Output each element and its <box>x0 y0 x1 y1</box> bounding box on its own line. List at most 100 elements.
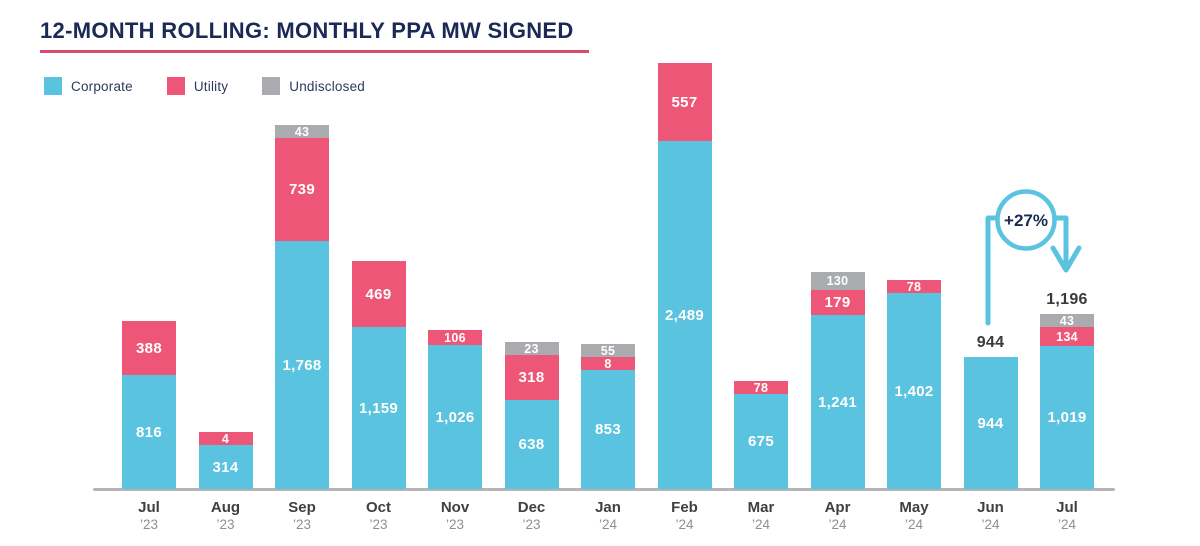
bar-segment-undisclosed: 55 <box>581 344 635 357</box>
segment-value-label: 130 <box>826 274 849 288</box>
bar-segment-utility: 78 <box>734 381 788 394</box>
bar-segment-undisclosed: 130 <box>810 272 865 290</box>
bar-segment-corporate: 2,489 <box>657 141 712 489</box>
legend-item-undisclosed: Undisclosed <box>262 77 365 95</box>
bar-segment-utility: 78 <box>887 280 941 293</box>
bar-segment-undisclosed: 43 <box>275 125 329 138</box>
segment-value-label: 179 <box>824 294 851 311</box>
segment-value-label: 469 <box>365 285 392 303</box>
utility-swatch-icon <box>166 77 185 95</box>
x-axis-year: ’23 <box>292 517 311 533</box>
segment-value-label: 1,019 <box>1047 409 1087 426</box>
x-axis-month: Aug <box>210 499 241 516</box>
segment-value-label: 1,241 <box>817 393 858 411</box>
x-axis-year: ’24 <box>675 517 694 533</box>
segment-value-label: 55 <box>600 344 616 357</box>
x-axis-label: Aug ’23 <box>188 499 264 533</box>
x-axis-label: Mar ’24 <box>723 499 799 533</box>
annotation-circle <box>995 189 1057 251</box>
bar-total-label: 1,196 <box>1046 291 1088 308</box>
segment-value-label: 4 <box>221 432 230 445</box>
x-axis-year: ’23 <box>522 517 541 533</box>
corporate-swatch-icon <box>44 77 62 95</box>
x-axis-label: Jul ’24 <box>1029 499 1105 533</box>
segment-value-label: 557 <box>671 93 698 111</box>
segment-value-label: 1,026 <box>435 408 475 426</box>
annotation-arrowhead-icon <box>1050 245 1082 273</box>
x-axis-label: Jan ’24 <box>570 499 646 533</box>
legend: Corporate Utility Undisclosed <box>44 77 365 95</box>
x-axis-label: Sep ’23 <box>264 499 340 533</box>
legend-label: Undisclosed <box>289 78 365 94</box>
segment-value-label: 1,768 <box>282 356 322 374</box>
legend-label: Corporate <box>71 78 133 94</box>
bar-segment-corporate: 1,768 <box>275 241 329 489</box>
x-axis-month: Jul <box>138 499 160 516</box>
x-axis-month: Mar <box>747 499 775 516</box>
growth-annotation: +27% <box>985 189 1082 326</box>
bar-segment-utility: 8 <box>581 357 635 370</box>
segment-value-label: 388 <box>136 339 162 357</box>
x-axis-year: ’24 <box>1057 517 1076 533</box>
x-axis-year: ’23 <box>369 517 388 533</box>
x-axis-label: Jul ’23 <box>111 499 187 533</box>
segment-value-label: 675 <box>748 433 774 450</box>
bar-segment-corporate: 675 <box>734 394 788 489</box>
segment-value-label: 78 <box>906 280 922 293</box>
bar-segment-utility: 739 <box>275 138 329 241</box>
x-axis-month: Jul <box>1056 499 1078 516</box>
segment-value-label: 638 <box>518 436 545 453</box>
x-axis-label: Dec ’23 <box>494 499 570 533</box>
x-axis-label: Nov ’23 <box>417 499 493 533</box>
segment-value-label: 1,402 <box>894 382 934 400</box>
x-axis-month: Oct <box>365 499 391 516</box>
bar-segment-corporate: 1,159 <box>351 327 406 489</box>
bar-segment-utility: 557 <box>657 63 712 141</box>
bar-segment-corporate: 1,402 <box>887 293 941 489</box>
segment-value-label: 816 <box>136 423 162 441</box>
x-axis-label: Feb ’24 <box>647 499 723 533</box>
x-axis-year: ’24 <box>828 517 847 533</box>
segment-value-label: 43 <box>294 125 310 138</box>
x-axis-year: ’24 <box>751 517 770 533</box>
segment-value-label: 8 <box>604 357 612 370</box>
segment-value-label: 1,159 <box>358 399 399 417</box>
x-axis-month: Apr <box>824 499 851 516</box>
x-axis-line <box>93 488 1115 491</box>
bar-total-label: 944 <box>976 334 1005 351</box>
x-axis-label: Oct ’23 <box>341 499 417 533</box>
x-axis-year: ’23 <box>216 517 235 533</box>
segment-value-label: 2,489 <box>664 306 705 324</box>
x-axis-label: Apr ’24 <box>800 499 876 533</box>
bar-segment-utility: 469 <box>351 261 406 327</box>
bar-segment-corporate: 944 <box>963 357 1018 489</box>
x-axis-month: Feb <box>671 499 698 516</box>
segment-value-label: 318 <box>518 369 545 386</box>
bar-segment-corporate: 816 <box>122 375 176 489</box>
bar-segment-corporate: 638 <box>504 400 559 489</box>
legend-item-utility: Utility <box>166 77 229 95</box>
bar-segment-utility: 388 <box>122 321 176 375</box>
x-axis-year: ’24 <box>981 517 1000 533</box>
bar-segment-corporate: 853 <box>581 370 635 489</box>
x-axis-month: May <box>899 499 929 516</box>
x-axis-label: Jun ’24 <box>953 499 1029 533</box>
segment-value-label: 106 <box>444 330 466 345</box>
x-axis-year: ’24 <box>598 517 617 533</box>
segment-value-label: 739 <box>289 181 315 198</box>
legend-label: Utility <box>193 78 229 94</box>
x-axis-label: May ’24 <box>876 499 952 533</box>
x-axis-month: Jan <box>595 499 621 516</box>
title-underline <box>40 50 589 53</box>
segment-value-label: 78 <box>753 381 769 394</box>
bar-segment-utility: 106 <box>428 330 482 345</box>
undisclosed-swatch-icon <box>262 77 281 95</box>
bar-segment-undisclosed: 43 <box>1040 314 1094 327</box>
chart-title: 12-MONTH ROLLING: MONTHLY PPA MW SIGNED <box>40 18 574 43</box>
bar-segment-corporate: 1,026 <box>428 345 482 489</box>
segment-value-label: 23 <box>524 342 539 355</box>
bar-segment-corporate: 314 <box>198 445 253 489</box>
segment-value-label: 944 <box>977 414 1004 432</box>
